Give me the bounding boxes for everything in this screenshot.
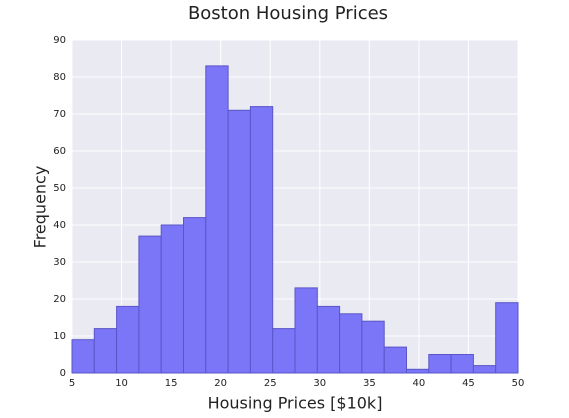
y-tick-label: 30: [53, 257, 66, 268]
bar: [294, 287, 318, 374]
bar: [249, 106, 274, 374]
x-tick-label: 40: [413, 378, 426, 389]
x-tick-label: 35: [363, 378, 376, 389]
x-tick-label: 5: [69, 378, 75, 389]
x-tick-label: 45: [462, 378, 475, 389]
bar: [472, 365, 497, 374]
bar: [450, 354, 474, 374]
chart-title: Boston Housing Prices: [188, 3, 388, 24]
bar: [361, 320, 385, 374]
x-tick-label: 15: [165, 378, 178, 389]
y-tick-label: 90: [53, 35, 66, 46]
y-tick-label: 80: [53, 72, 66, 83]
bar: [205, 65, 229, 374]
y-axis-label: Frequency: [31, 166, 50, 249]
bar: [428, 354, 452, 374]
y-tick-label: 0: [60, 368, 66, 379]
y-tick-label: 20: [53, 294, 66, 305]
bar: [138, 235, 162, 374]
bar: [160, 224, 184, 374]
y-tick-label: 60: [53, 146, 66, 157]
x-tick-label: 10: [115, 378, 128, 389]
bar: [71, 339, 95, 374]
bar: [183, 217, 207, 374]
y-tick-label: 40: [53, 220, 66, 231]
bar: [495, 302, 519, 374]
y-tick-label: 50: [53, 183, 66, 194]
bar: [93, 328, 118, 374]
bar: [116, 305, 140, 374]
bar: [383, 346, 408, 374]
x-tick-label: 30: [313, 378, 326, 389]
x-tick-label: 20: [214, 378, 227, 389]
bar: [227, 109, 251, 374]
bar: [272, 328, 296, 374]
y-tick-label: 70: [53, 109, 66, 120]
x-tick-label: 50: [512, 378, 525, 389]
x-axis-label: Housing Prices [$10k]: [208, 394, 383, 413]
y-tick-label: 10: [53, 331, 66, 342]
bar: [406, 368, 430, 374]
x-tick-label: 25: [264, 378, 277, 389]
bar: [339, 313, 363, 374]
bar: [316, 305, 341, 374]
